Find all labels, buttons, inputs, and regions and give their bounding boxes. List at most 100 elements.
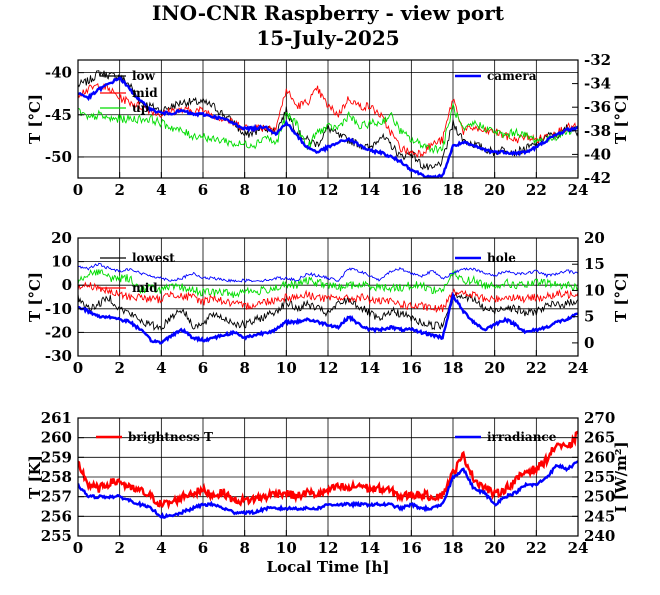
legend-label: mid bbox=[132, 86, 158, 100]
x-tick-label: 14 bbox=[359, 539, 380, 557]
x-tick-label: 0 bbox=[73, 359, 83, 377]
y2-axis-label: T [°C] bbox=[612, 94, 630, 144]
y2-tick-label: -42 bbox=[584, 169, 611, 187]
x-tick-label: 22 bbox=[526, 359, 547, 377]
x-tick-label: 14 bbox=[359, 359, 380, 377]
y-tick-label: -50 bbox=[45, 148, 72, 166]
x-tick-label: 2 bbox=[114, 359, 124, 377]
y2-axis-label: T [°C] bbox=[612, 272, 630, 322]
panel-1: 0 2 4 6 8 10 12 14 16 18 20 22 24-40-45-50-32-34-36-… bbox=[26, 51, 630, 199]
series-line-green bbox=[78, 269, 578, 298]
series-line-lowest bbox=[78, 291, 578, 332]
y2-tick-label: 5 bbox=[584, 308, 594, 326]
x-tick-label: 10 bbox=[276, 181, 297, 199]
series-line-hole bbox=[78, 291, 578, 345]
legend-label: irradiance bbox=[487, 430, 557, 444]
x-axis-label: Local Time [h] bbox=[267, 558, 390, 576]
y-tick-label: -20 bbox=[45, 323, 72, 341]
y-tick-label: 261 bbox=[41, 409, 72, 427]
y-tick-label: 260 bbox=[41, 429, 72, 447]
series-line-camera bbox=[78, 75, 578, 178]
x-tick-label: 8 bbox=[239, 359, 249, 377]
y2-tick-label: 270 bbox=[584, 409, 615, 427]
y-tick-label: 257 bbox=[41, 488, 72, 506]
x-tick-label: 6 bbox=[198, 359, 208, 377]
series-line-up bbox=[78, 102, 578, 155]
series-line-mid bbox=[78, 82, 578, 158]
y2-tick-label: 20 bbox=[584, 229, 605, 247]
x-tick-label: 16 bbox=[401, 181, 422, 199]
x-tick-label: 0 bbox=[73, 181, 83, 199]
legend-label: mid bbox=[132, 281, 158, 295]
x-tick-label: 6 bbox=[198, 539, 208, 557]
x-tick-label: 20 bbox=[484, 359, 505, 377]
x-tick-label: 18 bbox=[443, 181, 464, 199]
legend-label: low bbox=[132, 69, 156, 83]
y-axis-label: T [°C] bbox=[26, 272, 44, 322]
x-tick-label: 8 bbox=[239, 181, 249, 199]
y-tick-label: 258 bbox=[41, 468, 72, 486]
y-axis-label: T [K] bbox=[26, 455, 44, 499]
y-tick-label: 259 bbox=[41, 448, 72, 466]
legend-label: brightness T bbox=[128, 430, 213, 444]
y-tick-label: 10 bbox=[51, 253, 72, 271]
x-tick-label: 22 bbox=[526, 181, 547, 199]
panel-2: 0 2 4 6 8 10 12 14 16 18 20 22 2420100-10-20-3020151… bbox=[26, 229, 630, 377]
series-line-irradiance bbox=[78, 460, 578, 520]
series-line-brightness-T bbox=[78, 430, 578, 510]
y-tick-label: -30 bbox=[45, 347, 72, 365]
x-tick-label: 18 bbox=[443, 539, 464, 557]
x-tick-label: 12 bbox=[318, 181, 339, 199]
series-line-mid bbox=[78, 281, 578, 313]
x-tick-label: 2 bbox=[114, 181, 124, 199]
legend-label: camera bbox=[487, 69, 537, 83]
y-tick-label: -10 bbox=[45, 300, 72, 318]
y-tick-label: 256 bbox=[41, 507, 72, 525]
x-tick-label: 24 bbox=[568, 359, 589, 377]
x-tick-label: 24 bbox=[568, 539, 589, 557]
y2-tick-label: 245 bbox=[584, 507, 615, 525]
panel-3: 0 2 4 6 8 10 12 14 16 18 20 22 242612602592582572562… bbox=[26, 409, 630, 557]
y2-tick-label: 15 bbox=[584, 255, 605, 273]
x-tick-label: 18 bbox=[443, 359, 464, 377]
x-tick-label: 2 bbox=[114, 539, 124, 557]
y-tick-label: -45 bbox=[45, 106, 72, 124]
x-tick-label: 10 bbox=[276, 359, 297, 377]
x-tick-label: 20 bbox=[484, 181, 505, 199]
y2-tick-label: 0 bbox=[584, 334, 594, 352]
y-axis-label: T [°C] bbox=[26, 94, 44, 144]
y2-tick-label: 255 bbox=[584, 468, 615, 486]
chart-subtitle: 15-July-2025 bbox=[256, 26, 399, 50]
x-tick-label: 12 bbox=[318, 359, 339, 377]
x-tick-label: 14 bbox=[359, 181, 380, 199]
y2-tick-label: 265 bbox=[584, 429, 615, 447]
x-tick-label: 20 bbox=[484, 539, 505, 557]
x-tick-label: 10 bbox=[276, 539, 297, 557]
y2-tick-label: 240 bbox=[584, 527, 615, 545]
y2-tick-label: -40 bbox=[584, 145, 611, 163]
x-tick-label: 0 bbox=[73, 539, 83, 557]
x-tick-label: 4 bbox=[156, 539, 166, 557]
y2-tick-label: -38 bbox=[584, 122, 611, 140]
x-tick-label: 12 bbox=[318, 539, 339, 557]
series-line-blue-upper bbox=[78, 262, 578, 283]
x-tick-label: 4 bbox=[156, 181, 166, 199]
legend-label: lowest bbox=[132, 251, 175, 265]
y2-tick-label: 260 bbox=[584, 448, 615, 466]
x-tick-label: 6 bbox=[198, 181, 208, 199]
x-tick-label: 8 bbox=[239, 539, 249, 557]
y-tick-label: 0 bbox=[62, 276, 72, 294]
y2-tick-label: -32 bbox=[584, 51, 611, 69]
legend-label: up bbox=[132, 101, 149, 115]
y2-tick-label: 250 bbox=[584, 488, 615, 506]
x-tick-label: 24 bbox=[568, 181, 589, 199]
y-tick-label: 20 bbox=[51, 229, 72, 247]
y-tick-label: 255 bbox=[41, 527, 72, 545]
chart-title: INO-CNR Raspberry - view port bbox=[152, 1, 505, 25]
y2-tick-label: 10 bbox=[584, 281, 605, 299]
y2-tick-label: -36 bbox=[584, 98, 611, 116]
y2-axis-label: I [W/m²] bbox=[612, 441, 630, 512]
x-tick-label: 4 bbox=[156, 359, 166, 377]
y2-tick-label: -34 bbox=[584, 75, 611, 93]
